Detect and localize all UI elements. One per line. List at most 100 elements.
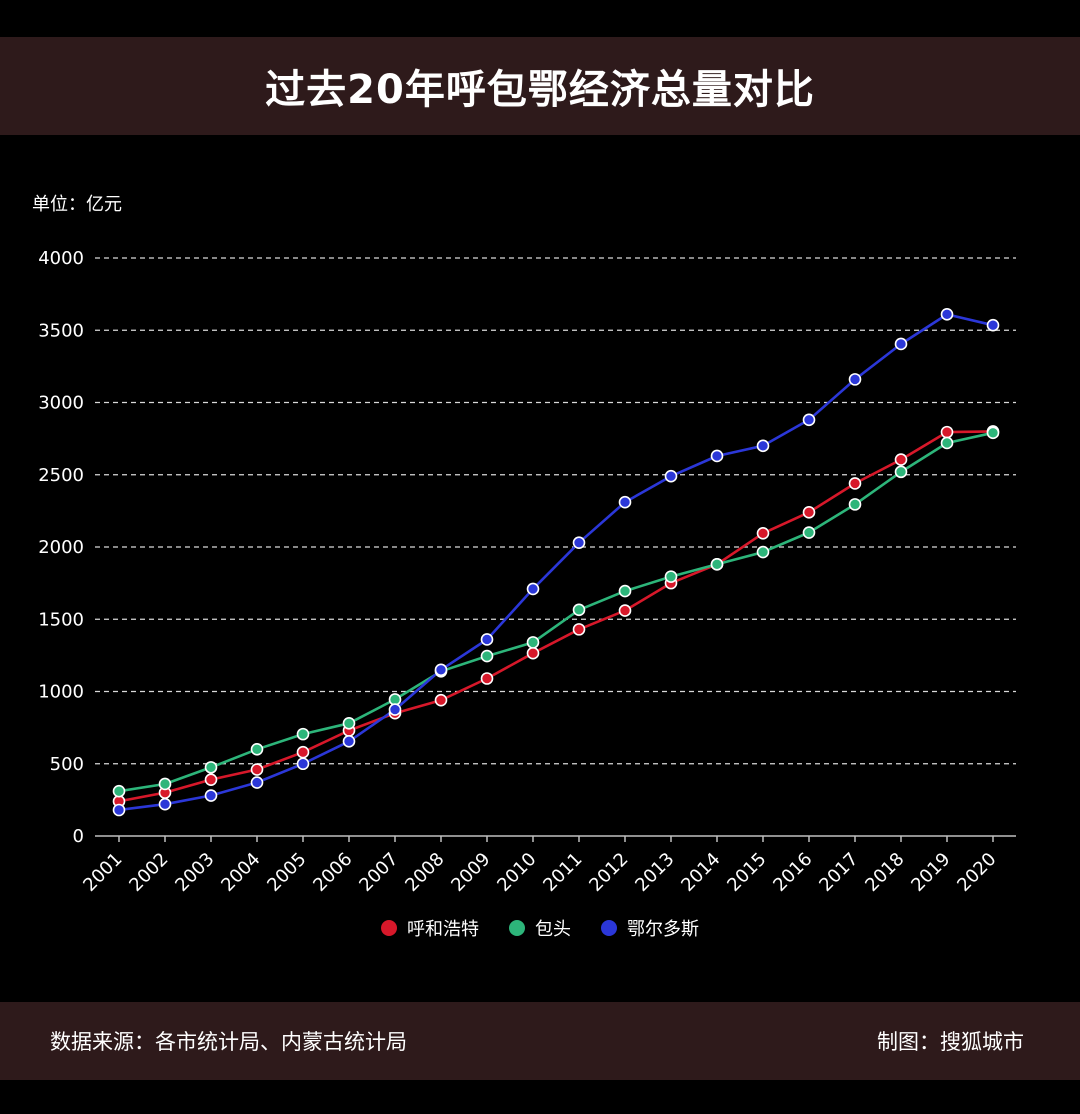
y-tick-label: 0	[73, 826, 84, 847]
title-banner: 过去20年呼包鄂经济总量对比	[0, 37, 1080, 135]
data-point-2	[940, 308, 954, 321]
x-tick-label: 2002	[125, 849, 172, 896]
data-point-1	[480, 649, 494, 663]
x-tick-label: 2015	[723, 849, 770, 896]
x-tick-label: 2008	[401, 849, 448, 896]
y-tick-label: 3000	[38, 393, 84, 414]
x-tick-label: 2019	[907, 849, 954, 896]
legend-item: 呼和浩特	[381, 915, 479, 941]
data-point-1	[986, 426, 1000, 440]
y-tick-label: 1000	[38, 682, 84, 703]
y-tick-label: 2000	[38, 537, 84, 558]
series-line-0	[118, 430, 994, 803]
x-tick-label: 2018	[861, 849, 908, 896]
chart-credit-text: 制图：搜狐城市	[877, 1030, 1024, 1054]
legend-marker	[381, 920, 397, 936]
data-point-0	[940, 425, 954, 439]
data-point-2	[296, 757, 310, 771]
data-point-1	[572, 603, 586, 617]
data-point-2	[480, 633, 494, 646]
data-point-1	[618, 584, 632, 598]
data-source-text: 数据来源：各市统计局、内蒙古统计局	[50, 1030, 407, 1054]
data-point-2	[756, 439, 770, 453]
legend-label: 包头	[535, 919, 571, 940]
data-point-1	[250, 742, 264, 756]
data-point-2	[894, 337, 908, 351]
data-point-1	[112, 784, 126, 798]
data-point-1	[756, 545, 770, 559]
data-point-1	[526, 636, 540, 649]
x-tick-label: 2012	[585, 849, 632, 896]
series-points	[112, 308, 1000, 817]
x-tick-label: 2010	[493, 849, 540, 896]
data-point-1	[710, 558, 724, 571]
y-tick-label: 1500	[38, 609, 84, 630]
data-point-2	[526, 582, 540, 596]
data-point-0	[802, 506, 816, 519]
x-tick-label: 2014	[677, 849, 724, 896]
data-point-2	[848, 373, 862, 386]
y-tick-label: 2500	[38, 465, 84, 486]
y-tick-label: 4000	[38, 248, 84, 269]
data-point-1	[204, 761, 218, 774]
data-point-1	[342, 716, 356, 730]
data-point-1	[158, 777, 172, 791]
legend-item: 包头	[509, 915, 571, 941]
data-point-0	[848, 477, 862, 490]
data-point-0	[572, 623, 586, 636]
data-point-2	[618, 495, 632, 509]
x-tick-label: 2005	[263, 849, 310, 896]
footer-banner: 数据来源：各市统计局、内蒙古统计局 制图：搜狐城市	[0, 1002, 1080, 1080]
x-tick-label: 2020	[953, 849, 1000, 896]
x-tick-label: 2013	[631, 849, 678, 896]
data-point-2	[112, 803, 126, 817]
legend-marker	[601, 920, 617, 936]
x-tick-label: 2009	[447, 849, 494, 896]
legend-marker	[509, 920, 525, 936]
data-point-1	[940, 436, 954, 450]
x-tick-label: 2016	[769, 849, 816, 896]
series-line-2	[118, 313, 994, 812]
data-point-2	[342, 735, 356, 748]
data-point-1	[894, 465, 908, 479]
data-point-1	[664, 570, 678, 583]
chart-legend: 呼和浩特 包头 鄂尔多斯	[0, 915, 1080, 941]
x-tick-label: 2001	[79, 849, 126, 896]
page-title: 过去20年呼包鄂经济总量对比	[265, 67, 815, 113]
data-point-2	[710, 449, 724, 463]
legend-label: 鄂尔多斯	[627, 919, 699, 940]
legend-item: 鄂尔多斯	[601, 915, 699, 941]
data-point-2	[802, 413, 816, 427]
data-point-1	[848, 498, 862, 511]
data-point-0	[296, 745, 310, 759]
x-tick-label: 2004	[217, 849, 264, 896]
data-point-0	[204, 773, 218, 786]
series-line-1	[118, 431, 994, 793]
data-point-2	[204, 789, 218, 802]
x-tick-label: 2011	[539, 849, 586, 896]
y-tick-label: 500	[50, 754, 84, 775]
data-point-2	[388, 703, 402, 716]
data-point-0	[894, 453, 908, 466]
data-point-1	[296, 727, 310, 741]
y-axis-unit-label: 单位：亿元	[32, 194, 122, 215]
data-point-2	[572, 536, 586, 549]
data-point-2	[158, 797, 172, 811]
x-tick-label: 2006	[309, 849, 356, 896]
data-point-2	[664, 469, 678, 483]
data-point-2	[434, 663, 448, 677]
x-tick-label: 2017	[815, 849, 862, 896]
y-tick-label: 3500	[38, 320, 84, 341]
data-point-2	[250, 776, 264, 789]
data-point-0	[526, 646, 540, 660]
grid-lines	[95, 257, 1016, 765]
legend-label: 呼和浩特	[407, 919, 479, 940]
data-point-0	[618, 604, 632, 617]
axes: 0 500 1000 1500 2000 2500 3000 3500 4000 20012002…	[38, 248, 1016, 896]
data-point-0	[250, 763, 264, 776]
data-point-0	[756, 526, 770, 540]
x-tick-label: 2003	[171, 849, 218, 896]
line-chart: 0 500 1000 1500 2000 2500 3000 3500 4000 20012002…	[38, 248, 1016, 896]
data-point-1	[802, 526, 816, 539]
